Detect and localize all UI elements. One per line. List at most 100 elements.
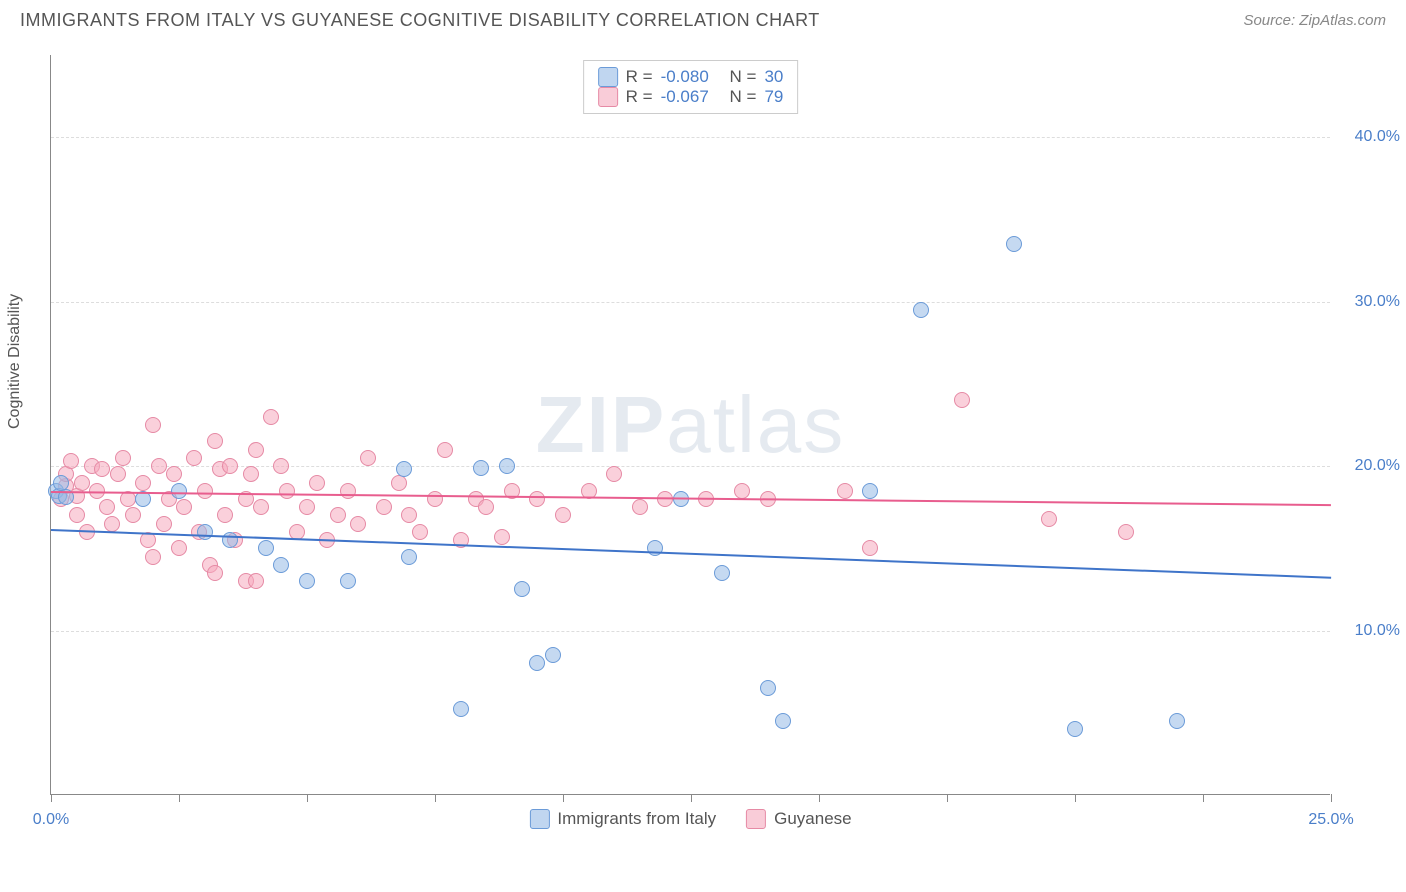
data-point (360, 450, 376, 466)
data-point (258, 540, 274, 556)
data-point (63, 453, 79, 469)
gridline (51, 631, 1330, 632)
y-axis-label: Cognitive Disability (6, 294, 24, 429)
data-point (171, 540, 187, 556)
data-point (207, 433, 223, 449)
ytick-label: 30.0% (1340, 293, 1400, 311)
ytick-label: 10.0% (1340, 622, 1400, 640)
data-point (427, 491, 443, 507)
data-point (862, 540, 878, 556)
xtick-mark (435, 794, 436, 802)
swatch-pink (598, 87, 618, 107)
data-point (412, 524, 428, 540)
data-point (340, 483, 356, 499)
data-point (632, 499, 648, 515)
data-point (299, 499, 315, 515)
data-point (207, 565, 223, 581)
data-point (74, 475, 90, 491)
swatch-blue (598, 67, 618, 87)
xtick-mark (947, 794, 948, 802)
data-point (954, 392, 970, 408)
data-point (478, 499, 494, 515)
data-point (734, 483, 750, 499)
data-point (273, 557, 289, 573)
data-point (376, 499, 392, 515)
data-point (350, 516, 366, 532)
data-point (775, 713, 791, 729)
data-point (330, 507, 346, 523)
data-point (171, 483, 187, 499)
data-point (176, 499, 192, 515)
data-point (1006, 236, 1022, 252)
data-point (340, 573, 356, 589)
data-point (514, 581, 530, 597)
data-point (197, 524, 213, 540)
data-point (529, 491, 545, 507)
data-point (104, 516, 120, 532)
ytick-label: 20.0% (1340, 457, 1400, 475)
data-point (396, 461, 412, 477)
xtick-mark (1203, 794, 1204, 802)
data-point (1041, 511, 1057, 527)
data-point (913, 302, 929, 318)
data-point (94, 461, 110, 477)
data-point (279, 483, 295, 499)
data-point (606, 466, 622, 482)
data-point (53, 475, 69, 491)
data-point (222, 458, 238, 474)
data-point (248, 442, 264, 458)
data-point (1118, 524, 1134, 540)
correlation-legend: R = -0.080 N = 30 R = -0.067 N = 79 (583, 60, 799, 114)
data-point (156, 516, 172, 532)
data-point (1067, 721, 1083, 737)
scatter-chart: ZIPatlas R = -0.080 N = 30 R = -0.067 N … (50, 55, 1330, 795)
data-point (248, 573, 264, 589)
xtick-mark (307, 794, 308, 802)
xtick-label: 0.0% (33, 811, 69, 829)
data-point (217, 507, 233, 523)
legend-item-italy: Immigrants from Italy (529, 809, 716, 829)
xtick-mark (819, 794, 820, 802)
header: IMMIGRANTS FROM ITALY VS GUYANESE COGNIT… (0, 0, 1406, 36)
legend-item-guyanese: Guyanese (746, 809, 852, 829)
data-point (401, 549, 417, 565)
data-point (1169, 713, 1185, 729)
page-title: IMMIGRANTS FROM ITALY VS GUYANESE COGNIT… (20, 10, 820, 31)
data-point (545, 647, 561, 663)
xtick-label: 25.0% (1308, 811, 1353, 829)
data-point (273, 458, 289, 474)
xtick-mark (563, 794, 564, 802)
data-point (263, 409, 279, 425)
watermark: ZIPatlas (536, 379, 845, 471)
data-point (135, 475, 151, 491)
gridline (51, 302, 1330, 303)
series-legend: Immigrants from Italy Guyanese (529, 809, 851, 829)
swatch-blue (529, 809, 549, 829)
xtick-mark (1075, 794, 1076, 802)
gridline (51, 137, 1330, 138)
gridline (51, 466, 1330, 467)
data-point (197, 483, 213, 499)
data-point (714, 565, 730, 581)
data-point (145, 417, 161, 433)
data-point (186, 450, 202, 466)
data-point (115, 450, 131, 466)
xtick-mark (179, 794, 180, 802)
data-point (125, 507, 141, 523)
data-point (69, 507, 85, 523)
source-attribution: Source: ZipAtlas.com (1243, 12, 1386, 29)
legend-row-guyanese: R = -0.067 N = 79 (598, 87, 784, 107)
xtick-mark (691, 794, 692, 802)
legend-row-italy: R = -0.080 N = 30 (598, 67, 784, 87)
data-point (647, 540, 663, 556)
data-point (453, 701, 469, 717)
data-point (862, 483, 878, 499)
data-point (151, 458, 167, 474)
data-point (401, 507, 417, 523)
data-point (529, 655, 545, 671)
data-point (494, 529, 510, 545)
data-point (253, 499, 269, 515)
xtick-mark (1331, 794, 1332, 802)
swatch-pink (746, 809, 766, 829)
data-point (110, 466, 126, 482)
